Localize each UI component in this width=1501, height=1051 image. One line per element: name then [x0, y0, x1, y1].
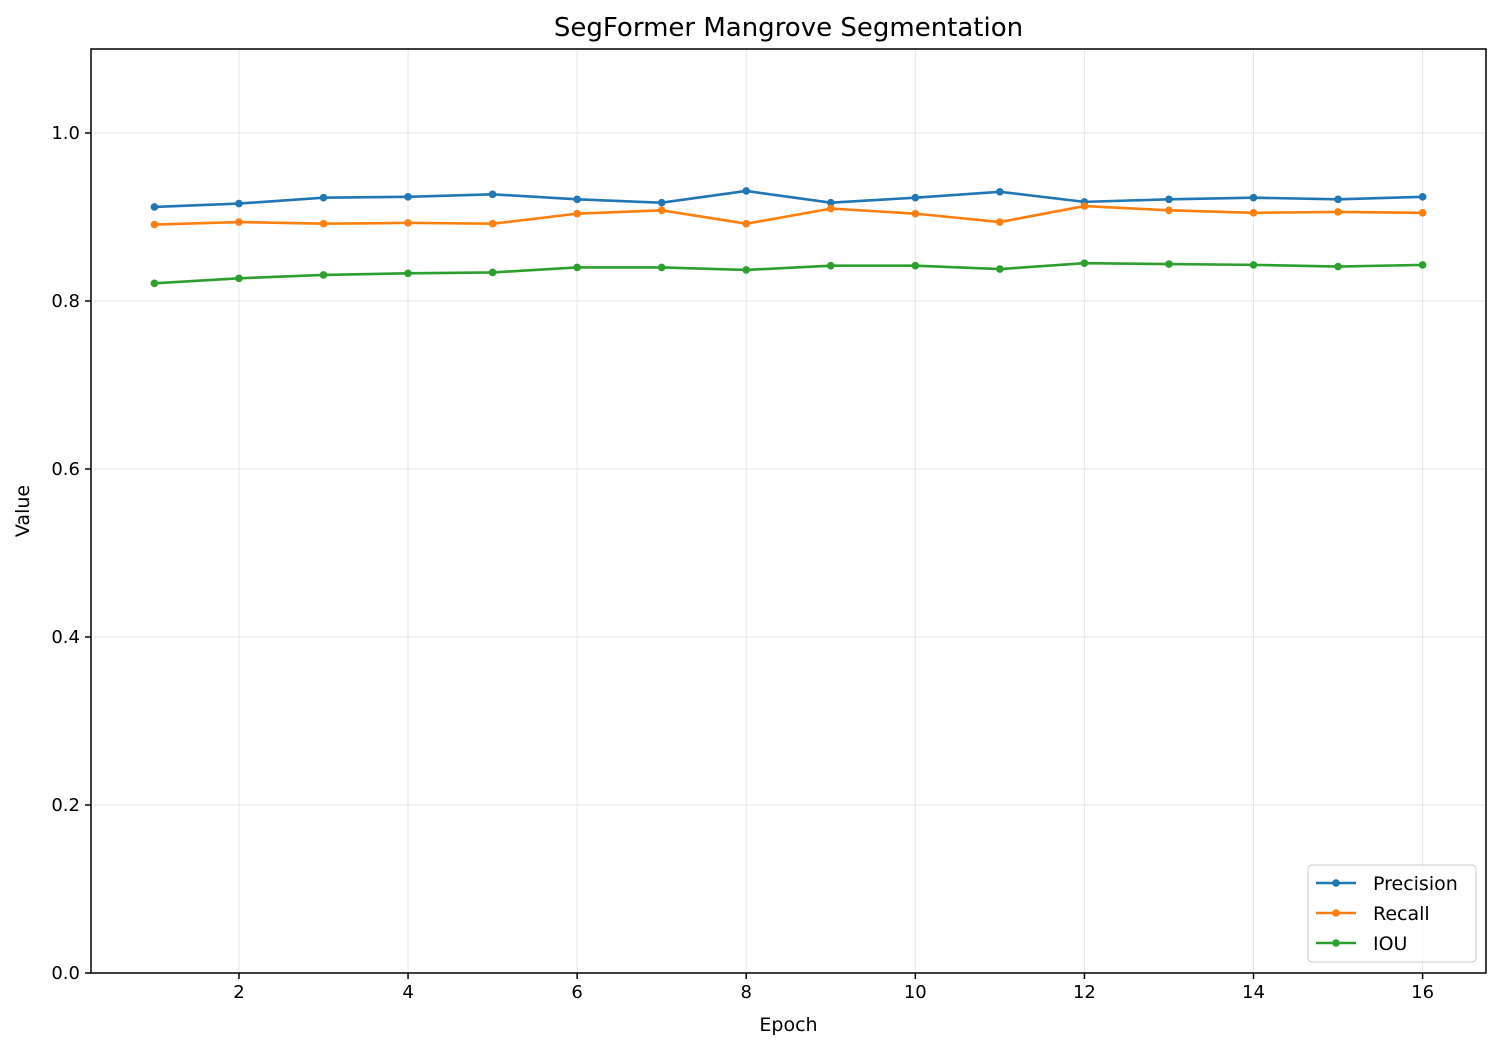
- data-point-recall: [1249, 209, 1258, 217]
- y-tick-label: 0.0: [51, 963, 80, 984]
- x-axis-label: Epoch: [759, 1014, 817, 1036]
- legend-label-precision: Precision: [1373, 873, 1458, 895]
- y-tick-label: 0.4: [51, 627, 80, 648]
- data-point-recall: [657, 206, 666, 215]
- legend-item-recall: Recall: [1316, 903, 1430, 925]
- series-line-recall: [154, 204, 1423, 226]
- x-tick-label: 14: [1242, 982, 1265, 1003]
- legend-box: [1307, 864, 1477, 963]
- axis-ticks: 2 4 6 8 10 12 14 16 0.0 0.2 0.4 0.6 0.8 1.0: [51, 123, 1434, 1003]
- data-point-iou: [1418, 261, 1427, 269]
- data-point-precision: [1334, 195, 1342, 204]
- data-point-iou: [235, 274, 243, 283]
- legend-marker-recall: [1332, 909, 1340, 917]
- data-point-iou: [488, 268, 497, 277]
- data-point-recall: [1334, 208, 1342, 216]
- data-point-recall: [826, 204, 835, 213]
- y-tick-label: 0.6: [51, 459, 80, 480]
- plot-area: [91, 49, 1486, 973]
- x-tick-label: 12: [1073, 982, 1096, 1003]
- data-point-recall: [911, 209, 920, 218]
- data-point-precision: [742, 187, 751, 195]
- data-point-precision: [657, 198, 666, 207]
- legend-label-iou: IOU: [1373, 933, 1407, 955]
- data-point-precision: [1165, 195, 1173, 204]
- data-point-precision: [488, 190, 497, 199]
- data-point-precision: [826, 198, 835, 207]
- legend-item-iou: IOU: [1316, 933, 1407, 955]
- series-line-iou: [154, 261, 1423, 285]
- plot-frame: [90, 48, 1487, 974]
- legend-marker-precision: [1332, 879, 1340, 887]
- data-point-recall: [319, 219, 328, 228]
- series-line-precision: [154, 189, 1423, 209]
- data-point-precision: [996, 188, 1004, 196]
- data-point-iou: [150, 279, 159, 288]
- data-point-recall: [1165, 206, 1173, 215]
- data-point-recall: [742, 219, 751, 228]
- data-point-recall: [488, 219, 497, 228]
- chart-title: SegFormer Mangrove Segmentation: [554, 13, 1023, 43]
- y-tick-label: 0.2: [51, 795, 80, 816]
- data-point-iou: [826, 261, 835, 270]
- x-tick-label: 4: [402, 982, 413, 1003]
- legend-marker-iou: [1332, 939, 1340, 947]
- data-point-iou: [657, 263, 666, 272]
- data-point-iou: [1080, 259, 1089, 268]
- legend-label-recall: Recall: [1373, 903, 1430, 925]
- y-tick-label: 0.8: [51, 291, 80, 312]
- data-point-precision: [235, 199, 243, 208]
- data-point-precision: [573, 195, 581, 204]
- data-point-recall: [573, 209, 581, 218]
- y-tick-label: 1.0: [51, 123, 80, 144]
- data-point-precision: [1249, 193, 1258, 202]
- series-recall: [150, 202, 1427, 229]
- data-point-iou: [742, 266, 751, 274]
- x-tick-label: 16: [1411, 982, 1434, 1003]
- data-point-recall: [996, 218, 1004, 226]
- data-point-precision: [1418, 193, 1427, 201]
- series-iou: [150, 259, 1427, 288]
- data-point-iou: [1249, 261, 1258, 269]
- data-point-iou: [1334, 262, 1342, 271]
- data-point-recall: [235, 218, 243, 226]
- data-point-recall: [150, 220, 159, 229]
- data-point-recall: [404, 219, 412, 227]
- data-point-precision: [911, 193, 920, 202]
- x-tick-label: 2: [233, 982, 244, 1003]
- legend: Precision Recall IOU: [1307, 864, 1477, 963]
- data-point-iou: [404, 269, 412, 278]
- data-point-precision: [404, 193, 412, 201]
- series-lines: [150, 187, 1427, 288]
- legend-item-precision: Precision: [1316, 873, 1458, 895]
- data-point-recall: [1080, 202, 1089, 210]
- data-point-precision: [150, 203, 159, 211]
- data-point-recall: [1418, 209, 1427, 217]
- x-tick-label: 8: [741, 982, 752, 1003]
- data-point-iou: [573, 263, 581, 272]
- data-point-iou: [911, 261, 920, 270]
- data-point-iou: [996, 265, 1004, 273]
- x-tick-label: 10: [904, 982, 927, 1003]
- data-point-iou: [319, 271, 328, 279]
- data-point-iou: [1165, 260, 1173, 268]
- x-tick-label: 6: [571, 982, 582, 1003]
- y-axis-label: Value: [12, 485, 34, 537]
- data-point-precision: [319, 193, 328, 202]
